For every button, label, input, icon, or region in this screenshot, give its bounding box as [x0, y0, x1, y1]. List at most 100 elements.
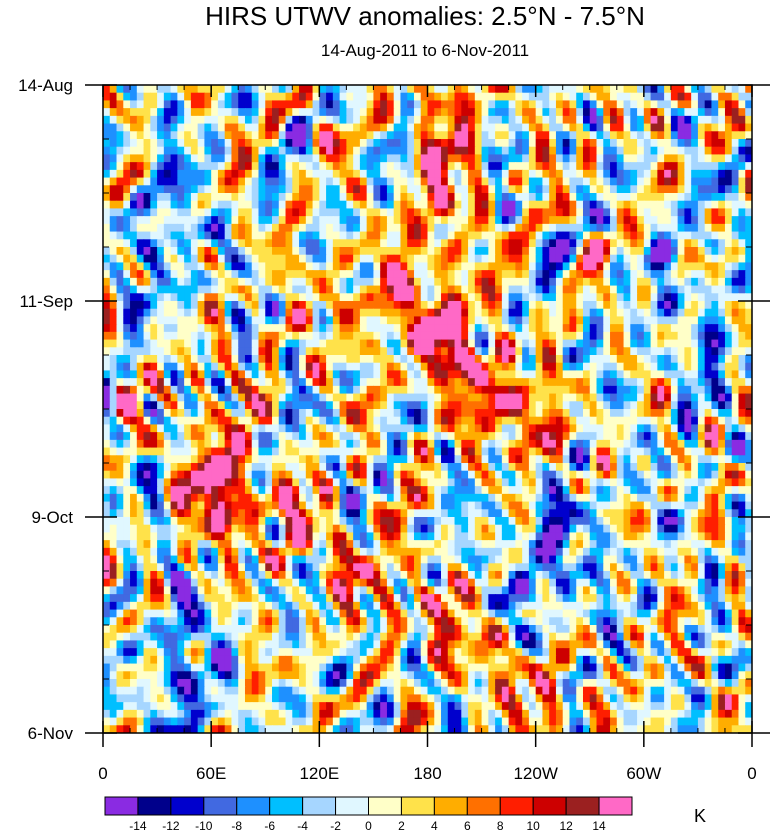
heatmap-cell: [670, 416, 679, 426]
heatmap-cell: [332, 115, 341, 125]
heatmap-cell: [582, 378, 591, 387]
heatmap-cell: [522, 439, 530, 449]
heatmap-cell: [610, 339, 618, 348]
heatmap-cell: [427, 254, 435, 264]
heatmap-cell: [157, 262, 165, 271]
heatmap-cell: [380, 169, 388, 179]
heatmap-cell: [190, 416, 199, 426]
heatmap-cell: [569, 347, 577, 356]
heatmap-cell: [265, 324, 273, 333]
heatmap-cell: [582, 131, 591, 140]
heatmap-cell: [217, 216, 226, 225]
heatmap-cell: [582, 185, 591, 194]
heatmap-cell: [650, 247, 658, 256]
heatmap-cell: [474, 185, 483, 194]
heatmap-cell: [495, 339, 503, 348]
heatmap-cell: [650, 162, 658, 171]
heatmap-cell: [211, 370, 219, 379]
heatmap-cell: [184, 308, 192, 318]
heatmap-cell: [549, 416, 557, 426]
heatmap-cell: [258, 478, 266, 487]
heatmap-cell: [197, 301, 206, 310]
heatmap-cell: [346, 416, 354, 426]
heatmap-cell: [407, 262, 415, 271]
heatmap-cell: [474, 293, 483, 302]
heatmap-cell: [299, 208, 307, 217]
heatmap-cell: [576, 193, 584, 202]
heatmap-cell: [116, 316, 124, 325]
heatmap-cell: [657, 370, 665, 379]
heatmap-cell: [576, 146, 584, 156]
heatmap-cell: [461, 216, 469, 225]
heatmap-cell: [386, 393, 395, 402]
heatmap-cell: [603, 339, 611, 348]
heatmap-cell: [251, 162, 260, 171]
heatmap-cell: [319, 308, 327, 318]
heatmap-cell: [353, 200, 361, 210]
heatmap-cell: [610, 347, 618, 356]
heatmap-cell: [582, 362, 591, 372]
heatmap-cell: [522, 447, 530, 456]
heatmap-cell: [211, 324, 219, 333]
heatmap-cell: [643, 139, 652, 148]
heatmap-cell: [393, 115, 402, 125]
heatmap-cell: [359, 324, 368, 333]
heatmap-cell: [576, 92, 584, 102]
heatmap-cell: [603, 100, 611, 109]
heatmap-cell: [555, 424, 564, 433]
heatmap-cell: [515, 231, 523, 240]
heatmap-cell: [468, 378, 476, 387]
heatmap-cell: [359, 131, 368, 140]
heatmap-cell: [224, 432, 233, 441]
heatmap-cell: [664, 123, 672, 132]
heatmap-cell: [265, 409, 273, 418]
heatmap-cell: [535, 308, 544, 318]
heatmap-cell: [319, 123, 327, 132]
heatmap-cell: [718, 285, 726, 294]
heatmap-cell: [103, 277, 111, 287]
heatmap-cell: [481, 200, 489, 210]
heatmap-cell: [258, 316, 266, 325]
heatmap-cell: [528, 455, 537, 464]
heatmap-cell: [143, 347, 151, 356]
heatmap-cell: [123, 301, 131, 310]
heatmap-cell: [731, 139, 740, 148]
heatmap-cell: [515, 123, 523, 132]
heatmap-cell: [461, 277, 469, 287]
heatmap-cell: [515, 385, 523, 395]
heatmap-cell: [488, 308, 496, 318]
heatmap-cell: [630, 270, 638, 279]
heatmap-cell: [454, 193, 462, 202]
heatmap-cell: [217, 378, 226, 387]
heatmap-cell: [616, 154, 625, 163]
heatmap-cell: [224, 355, 233, 364]
heatmap-cell: [481, 455, 489, 464]
heatmap-cell: [718, 123, 726, 132]
heatmap-cell: [339, 123, 347, 132]
heatmap-cell: [109, 231, 118, 240]
heatmap-cell: [204, 455, 212, 464]
heatmap-cell: [109, 115, 118, 125]
heatmap-cell: [339, 385, 347, 395]
heatmap-cell: [535, 115, 544, 125]
heatmap-cell: [380, 331, 388, 341]
heatmap-cell: [643, 362, 652, 372]
heatmap-cell: [623, 470, 631, 480]
heatmap-cell: [738, 416, 746, 426]
heatmap-cell: [731, 131, 740, 140]
heatmap-cell: [697, 285, 706, 294]
heatmap-cell: [488, 393, 496, 402]
heatmap-cell: [393, 432, 402, 441]
heatmap-cell: [562, 262, 571, 271]
heatmap-cell: [157, 393, 165, 402]
heatmap-cell: [130, 463, 138, 472]
heatmap-cell: [441, 293, 449, 302]
heatmap-cell: [569, 270, 577, 279]
heatmap-cell: [427, 362, 435, 372]
heatmap-cell: [231, 200, 239, 210]
heatmap-cell: [339, 293, 347, 302]
heatmap-cell: [603, 409, 611, 418]
heatmap-cell: [427, 139, 435, 148]
heatmap-cell: [704, 277, 713, 287]
heatmap-cell: [217, 162, 226, 171]
